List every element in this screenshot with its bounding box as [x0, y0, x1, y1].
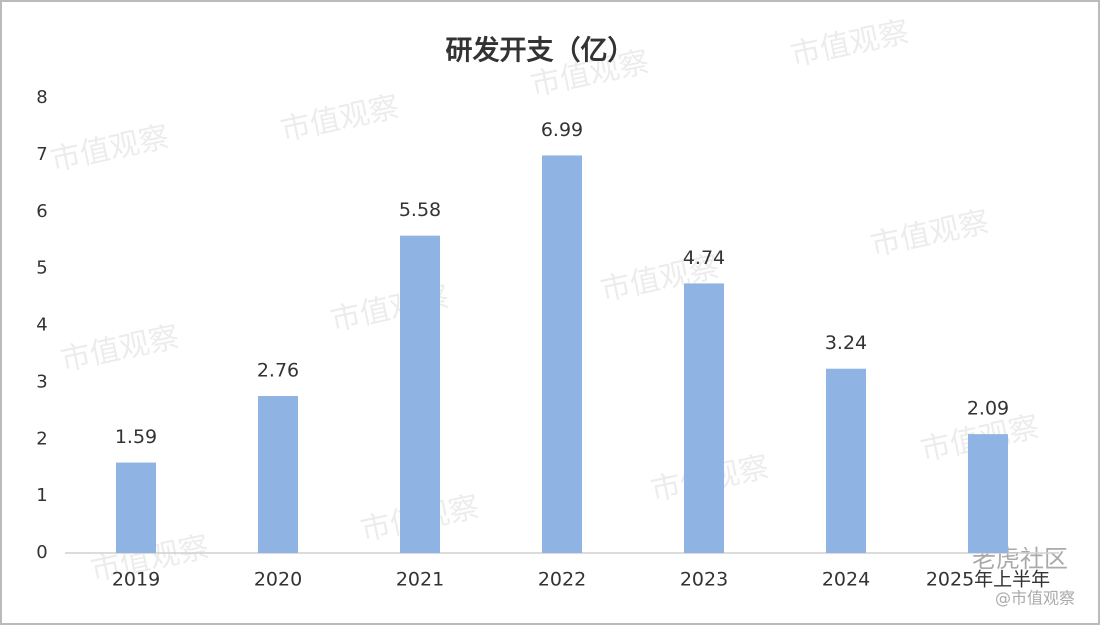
- y-tick-label: 4: [36, 315, 47, 336]
- value-label: 3.24: [825, 332, 867, 354]
- x-tick-label: 2021: [396, 569, 444, 591]
- value-label: 2.09: [967, 398, 1009, 420]
- value-label: 1.59: [115, 426, 157, 448]
- bar: [116, 462, 156, 553]
- x-tick-label: 2020: [254, 569, 302, 591]
- x-tick-label: 2025年上半年: [926, 569, 1050, 591]
- y-tick-label: 2: [36, 428, 47, 449]
- value-label: 4.74: [683, 247, 725, 269]
- y-tick-label: 1: [36, 485, 47, 506]
- chart-title: 研发开支（亿）: [446, 35, 635, 67]
- x-tick-label: 2023: [680, 569, 728, 591]
- x-tick-label: 2022: [538, 569, 586, 591]
- y-tick-label: 3: [36, 371, 47, 392]
- bar: [400, 235, 440, 553]
- y-tick-label: 8: [36, 87, 47, 108]
- y-tick-label: 0: [36, 542, 47, 563]
- footer-credit: @市值观察: [995, 589, 1075, 608]
- x-tick-label: 2019: [112, 569, 160, 591]
- x-tick-label: 2024: [822, 569, 870, 591]
- bar: [968, 434, 1008, 553]
- y-tick-label: 6: [36, 201, 47, 222]
- value-label: 6.99: [541, 119, 583, 141]
- y-tick-label: 7: [36, 144, 47, 165]
- value-label: 5.58: [399, 199, 441, 221]
- bar: [684, 283, 724, 553]
- bar: [826, 368, 866, 553]
- y-tick-label: 5: [36, 258, 47, 279]
- bar: [542, 155, 582, 553]
- value-label: 2.76: [257, 360, 299, 382]
- bar: [258, 396, 298, 553]
